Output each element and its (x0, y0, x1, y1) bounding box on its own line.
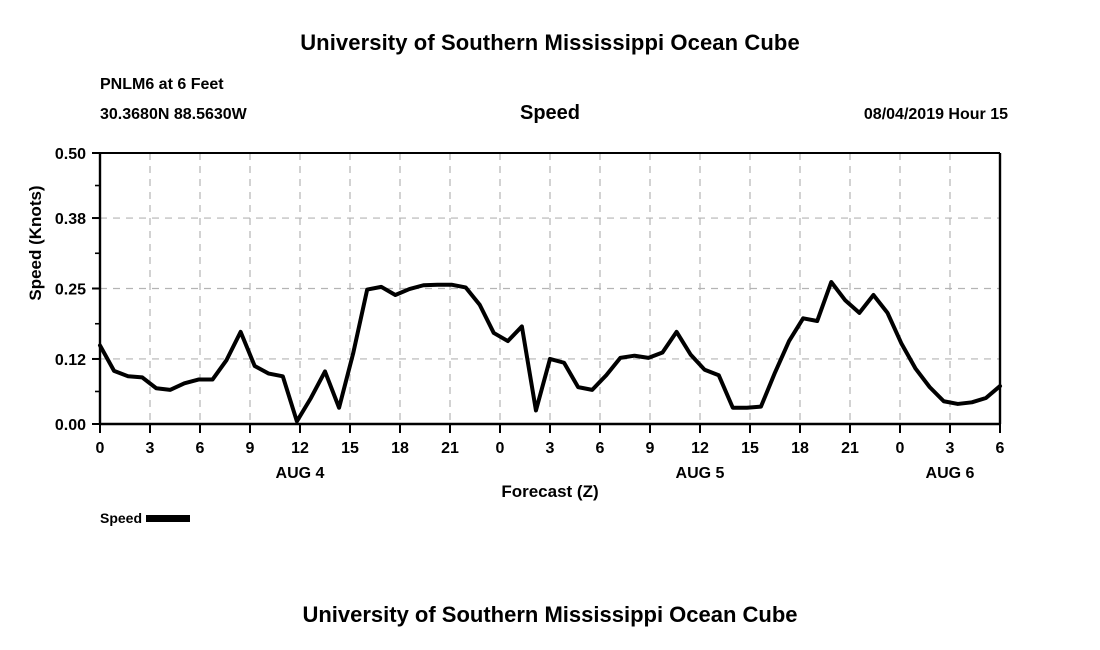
x-tick-label: 9 (646, 440, 655, 457)
legend-swatch-speed (146, 514, 191, 522)
grid-lines (100, 153, 1000, 424)
x-tick-label: 15 (341, 440, 359, 457)
issue-time-label: 08/04/2019 Hour 15 (863, 106, 1008, 123)
x-tick-label: 18 (391, 440, 409, 457)
x-tick-label: 21 (841, 440, 859, 457)
x-axis-label: Forecast (Z) (501, 482, 599, 501)
x-axis-day-label: AUG 6 (926, 465, 975, 482)
x-tick-label: 12 (691, 440, 709, 457)
footer-title: University of Southern Mississippi Ocean… (302, 602, 798, 627)
x-tick-label: 21 (441, 440, 459, 457)
x-tick-label: 3 (546, 440, 555, 457)
x-axis-day-label: AUG 4 (276, 465, 325, 482)
y-tick-label: 0.50 (55, 146, 86, 163)
x-tick-label: 6 (996, 440, 1005, 457)
x-axis-day-label: AUG 5 (676, 465, 725, 482)
x-tick-label: 9 (246, 440, 255, 457)
x-tick-label: 0 (896, 440, 905, 457)
chart-legend: Speed (100, 510, 191, 526)
x-tick-label: 12 (291, 440, 309, 457)
y-axis-label: Speed (Knots) (26, 185, 45, 301)
x-tick-label: 18 (791, 440, 809, 457)
x-axis-ticks: 0 3 6 9 12 15 18 21 0 3 6 9 12 15 18 21 0 3 6 AUG 4 AUG 5 AUG… (96, 424, 1005, 482)
x-tick-label: 0 (496, 440, 505, 457)
y-tick-label: 0.25 (55, 282, 86, 299)
coordinates-label: 30.3680N 88.5630W (100, 106, 247, 123)
x-tick-label: 15 (741, 440, 759, 457)
y-axis-ticks: 0.00 0.12 0.25 0.38 0.50 (55, 146, 100, 434)
x-tick-label: 6 (596, 440, 605, 457)
x-tick-label: 0 (96, 440, 105, 457)
page-title: University of Southern Mississippi Ocean… (300, 30, 800, 55)
x-tick-label: 3 (946, 440, 955, 457)
y-tick-label: 0.12 (55, 352, 86, 369)
y-tick-label: 0.00 (55, 417, 86, 434)
station-label: PNLM6 at 6 Feet (100, 76, 224, 93)
x-tick-label: 6 (196, 440, 205, 457)
chart-subtitle: Speed (519, 102, 581, 124)
legend-label-speed: Speed (100, 510, 143, 526)
data-line-speed (98, 280, 1002, 424)
x-tick-label: 3 (146, 440, 155, 457)
y-tick-label: 0.38 (55, 211, 86, 228)
